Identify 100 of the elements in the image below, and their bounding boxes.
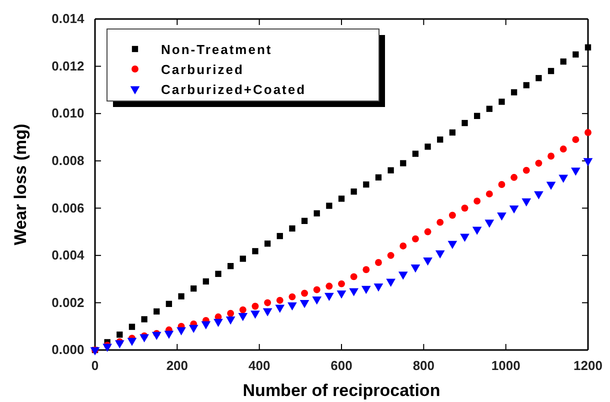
point [128, 324, 136, 330]
x-tick-label: 1200 [574, 358, 602, 373]
point [536, 75, 542, 82]
point [448, 240, 458, 250]
point [486, 106, 492, 112]
point [336, 290, 346, 299]
point [324, 292, 334, 302]
point [572, 136, 580, 144]
point [498, 98, 505, 105]
point [583, 158, 593, 166]
point [375, 174, 382, 180]
point [362, 266, 370, 274]
x-tick-label: 1000 [491, 358, 520, 373]
point [435, 250, 445, 258]
point [301, 290, 308, 297]
point [262, 308, 272, 316]
point [202, 278, 210, 285]
point [250, 310, 260, 319]
point [410, 264, 420, 273]
point [474, 198, 481, 205]
point [215, 270, 222, 277]
point [584, 44, 592, 50]
x-tick-label: 0 [91, 358, 99, 373]
point [560, 58, 566, 65]
point [462, 120, 468, 126]
point [523, 82, 530, 88]
y-tick-label: 0.004 [52, 248, 85, 263]
legend-label: Carburized+Coated [161, 82, 306, 97]
point [288, 302, 297, 310]
point [472, 226, 482, 235]
y-tick-label: 0.000 [52, 342, 84, 358]
point [226, 316, 236, 325]
y-tick-label: 0.008 [52, 153, 84, 168]
legend-label: Carburized [161, 62, 244, 77]
point [201, 321, 211, 330]
point [154, 308, 160, 315]
point [558, 174, 568, 183]
x-tick-label: 800 [412, 358, 435, 373]
point [374, 283, 384, 292]
point [510, 174, 518, 181]
point [116, 332, 123, 338]
point [522, 166, 530, 174]
point [546, 182, 556, 190]
point [497, 212, 506, 221]
point [534, 191, 544, 200]
point [326, 282, 333, 290]
x-tick-label: 600 [330, 358, 352, 373]
point [140, 334, 149, 342]
point [276, 232, 283, 240]
point [424, 228, 432, 236]
point [301, 218, 308, 224]
point [314, 210, 320, 216]
point [560, 146, 567, 153]
point [398, 272, 408, 280]
point [238, 313, 248, 322]
point [584, 129, 592, 136]
point [535, 160, 542, 167]
point [448, 212, 456, 219]
point [141, 316, 148, 322]
y-tick-label: 0.006 [52, 200, 84, 216]
point [509, 205, 519, 214]
point [214, 318, 223, 328]
point [374, 259, 382, 266]
point [166, 300, 172, 307]
point [227, 262, 234, 270]
y-tick-label: 0.012 [52, 58, 84, 74]
point [152, 332, 162, 340]
point [570, 168, 580, 176]
point [572, 51, 579, 58]
point [300, 300, 310, 308]
point [190, 285, 197, 292]
point [400, 242, 407, 250]
y-axis-title: Wear loss (mg) [11, 124, 30, 246]
point [522, 198, 532, 206]
point [312, 296, 322, 305]
point [289, 225, 296, 232]
point [361, 286, 371, 294]
point [275, 304, 285, 313]
point [102, 344, 112, 352]
x-tick-label: 400 [248, 358, 270, 373]
point [436, 218, 444, 226]
point [288, 293, 296, 300]
point [350, 273, 358, 280]
point [276, 296, 284, 304]
legend-label: Non-Treatment [161, 42, 272, 57]
point [498, 181, 506, 188]
point [349, 288, 359, 296]
point [350, 188, 357, 195]
point [114, 340, 124, 348]
point [437, 136, 444, 143]
point [388, 167, 394, 174]
point [387, 252, 394, 259]
point [338, 280, 345, 288]
point [460, 234, 470, 242]
point [164, 330, 174, 339]
point [386, 278, 396, 287]
point [127, 338, 137, 346]
point [188, 324, 198, 333]
point [239, 306, 246, 314]
point [176, 327, 186, 336]
